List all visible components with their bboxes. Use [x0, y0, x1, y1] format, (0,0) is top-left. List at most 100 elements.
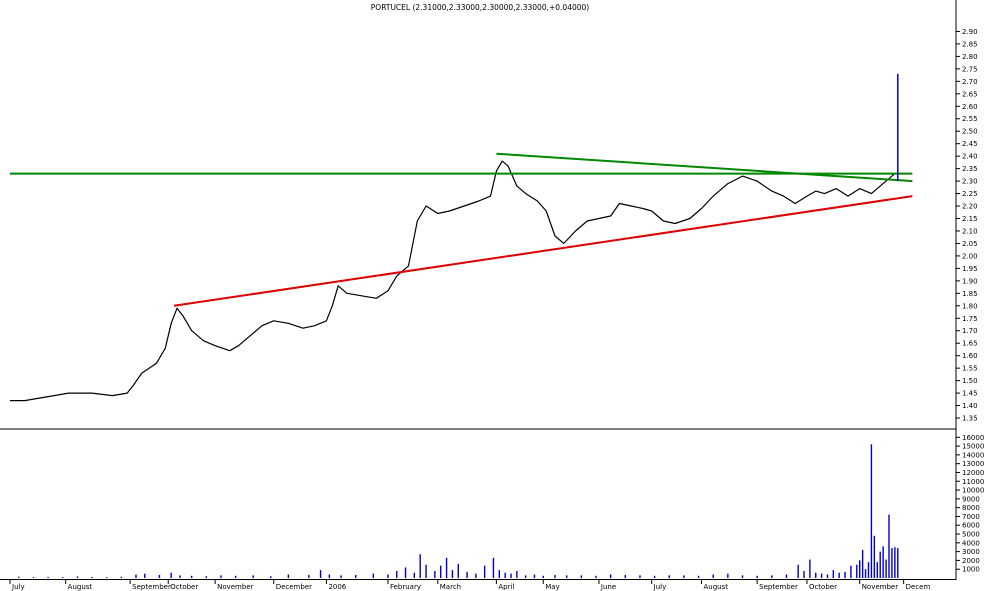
volume-bar [308, 574, 310, 578]
volume-bar [803, 570, 805, 578]
price-y-tick-label: 1.45 [962, 390, 978, 398]
volume-bar [466, 571, 468, 578]
volume-bar [832, 570, 835, 578]
volume-bar [668, 575, 670, 578]
price-y-tick-label: 1.95 [962, 265, 978, 273]
volume-bar [867, 562, 870, 578]
price-y-tick-label: 2.70 [962, 78, 978, 86]
volume-bar [712, 574, 714, 578]
price-series-line [10, 160, 896, 402]
volume-bar [727, 573, 729, 578]
volume-bar [205, 576, 208, 578]
price-y-tick-label: 2.75 [962, 65, 978, 73]
volume-bar [844, 571, 846, 578]
price-y-tick-label: 2.90 [962, 28, 978, 36]
volume-bar [425, 564, 427, 578]
volume-bar [179, 575, 181, 578]
volume-bar [105, 577, 108, 578]
price-y-tick-label: 1.65 [962, 340, 978, 348]
price-y-tick-label: 2.60 [962, 103, 978, 111]
volume-bar [396, 570, 398, 578]
x-tick-label: September [132, 583, 171, 591]
volume-bar [888, 514, 890, 578]
price-y-tick-label: 2.05 [962, 240, 978, 248]
volume-bar [76, 576, 79, 578]
resistance-trendline [496, 152, 913, 183]
volume-bar [850, 565, 852, 578]
volume-y-tick-label: 10000 [962, 487, 984, 495]
volume-bar [797, 564, 799, 578]
volume-bar [475, 573, 477, 578]
volume-y-tick-label: 7000 [962, 513, 980, 521]
volume-bar [533, 574, 536, 578]
volume-bar [516, 570, 518, 578]
volume-bar [697, 575, 700, 578]
volume-bar [756, 575, 758, 578]
volume-y-tick-label: 13000 [962, 460, 984, 468]
support-trendline [173, 195, 913, 307]
volume-bar [771, 575, 773, 578]
volume-bar [861, 549, 864, 578]
volume-bar [32, 577, 35, 578]
volume-bar [440, 565, 442, 578]
volume-y-tick-label: 14000 [962, 451, 984, 459]
volume-bar [879, 551, 881, 578]
volume-bar [372, 573, 375, 578]
volume-y-tick-label: 6000 [962, 522, 980, 530]
volume-bar [328, 574, 331, 578]
volume-bar [510, 573, 512, 578]
volume-y-tick-label: 12000 [962, 469, 984, 477]
volume-bar [882, 546, 884, 578]
volume-bar [457, 563, 459, 578]
x-tick-label: June [600, 583, 616, 591]
price-y-tick-label: 2.10 [962, 227, 978, 235]
x-tick-label: April [498, 583, 514, 591]
volume-bar [524, 575, 527, 578]
volume-bar [355, 574, 357, 578]
volume-bar [683, 575, 685, 578]
x-tick-label: October [170, 583, 198, 591]
volume-bar [639, 575, 641, 578]
volume-bar [876, 562, 878, 578]
price-y-tick-label: 1.75 [962, 315, 978, 323]
volume-bar [340, 575, 342, 578]
volume-panel: 1000200030004000500060007000800090001000… [18, 434, 984, 578]
volume-bar [445, 557, 448, 578]
price-y-tick-label: 2.80 [962, 53, 978, 61]
price-y-tick-label: 2.15 [962, 215, 978, 223]
volume-bar [413, 572, 416, 578]
volume-y-tick-label: 3000 [962, 548, 980, 556]
x-tick-label: July [653, 583, 667, 591]
price-y-tick-label: 2.20 [962, 203, 978, 211]
volume-bar [653, 575, 656, 578]
price-y-tick-label: 2.50 [962, 128, 978, 136]
x-tick-label: March [440, 583, 461, 591]
volume-bar [580, 575, 583, 578]
volume-bar [387, 574, 389, 578]
volume-bar [434, 570, 436, 578]
volume-bar [554, 574, 556, 578]
volume-y-tick-label: 11000 [962, 478, 984, 486]
price-y-tick-label: 2.45 [962, 140, 978, 148]
volume-y-tick-label: 9000 [962, 495, 980, 503]
price-y-tick-label: 1.85 [962, 290, 978, 298]
volume-bar [287, 574, 290, 578]
volume-bar [826, 574, 829, 578]
price-y-tick-label: 2.35 [962, 165, 978, 173]
volume-bar [483, 565, 486, 578]
x-tick-label: 2006 [328, 583, 346, 591]
volume-bar [870, 444, 873, 578]
volume-bar [170, 572, 172, 578]
volume-bar [815, 572, 817, 578]
price-y-tick-label: 2.25 [962, 190, 978, 198]
volume-bar [859, 560, 861, 578]
volume-bar [885, 559, 887, 578]
volume-bar [595, 575, 597, 578]
volume-bar [838, 572, 840, 578]
price-y-tick-label: 1.55 [962, 365, 978, 373]
price-y-tick-label: 1.50 [962, 377, 978, 385]
x-tick-label: May [545, 583, 559, 591]
volume-y-tick-label: 4000 [962, 539, 980, 547]
price-y-tick-label: 2.00 [962, 252, 978, 260]
volume-bar [252, 575, 254, 578]
